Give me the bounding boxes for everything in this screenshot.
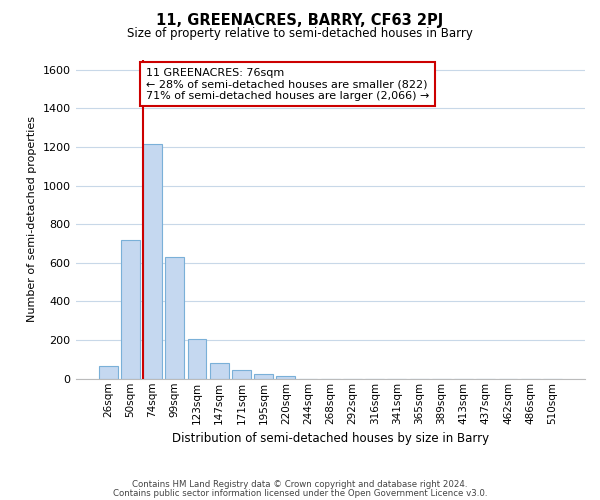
- Text: Contains public sector information licensed under the Open Government Licence v3: Contains public sector information licen…: [113, 488, 487, 498]
- Text: Contains HM Land Registry data © Crown copyright and database right 2024.: Contains HM Land Registry data © Crown c…: [132, 480, 468, 489]
- Bar: [188, 339, 206, 379]
- Bar: [210, 364, 229, 379]
- Text: 11 GREENACRES: 76sqm
← 28% of semi-detached houses are smaller (822)
71% of semi: 11 GREENACRES: 76sqm ← 28% of semi-detac…: [146, 68, 429, 101]
- Bar: [143, 144, 162, 379]
- Bar: [232, 370, 251, 379]
- X-axis label: Distribution of semi-detached houses by size in Barry: Distribution of semi-detached houses by …: [172, 432, 489, 445]
- Bar: [121, 240, 140, 379]
- Bar: [166, 257, 184, 379]
- Text: Size of property relative to semi-detached houses in Barry: Size of property relative to semi-detach…: [127, 28, 473, 40]
- Bar: [277, 376, 295, 379]
- Y-axis label: Number of semi-detached properties: Number of semi-detached properties: [27, 116, 37, 322]
- Bar: [254, 374, 273, 379]
- Bar: [98, 366, 118, 379]
- Text: 11, GREENACRES, BARRY, CF63 2PJ: 11, GREENACRES, BARRY, CF63 2PJ: [157, 12, 443, 28]
